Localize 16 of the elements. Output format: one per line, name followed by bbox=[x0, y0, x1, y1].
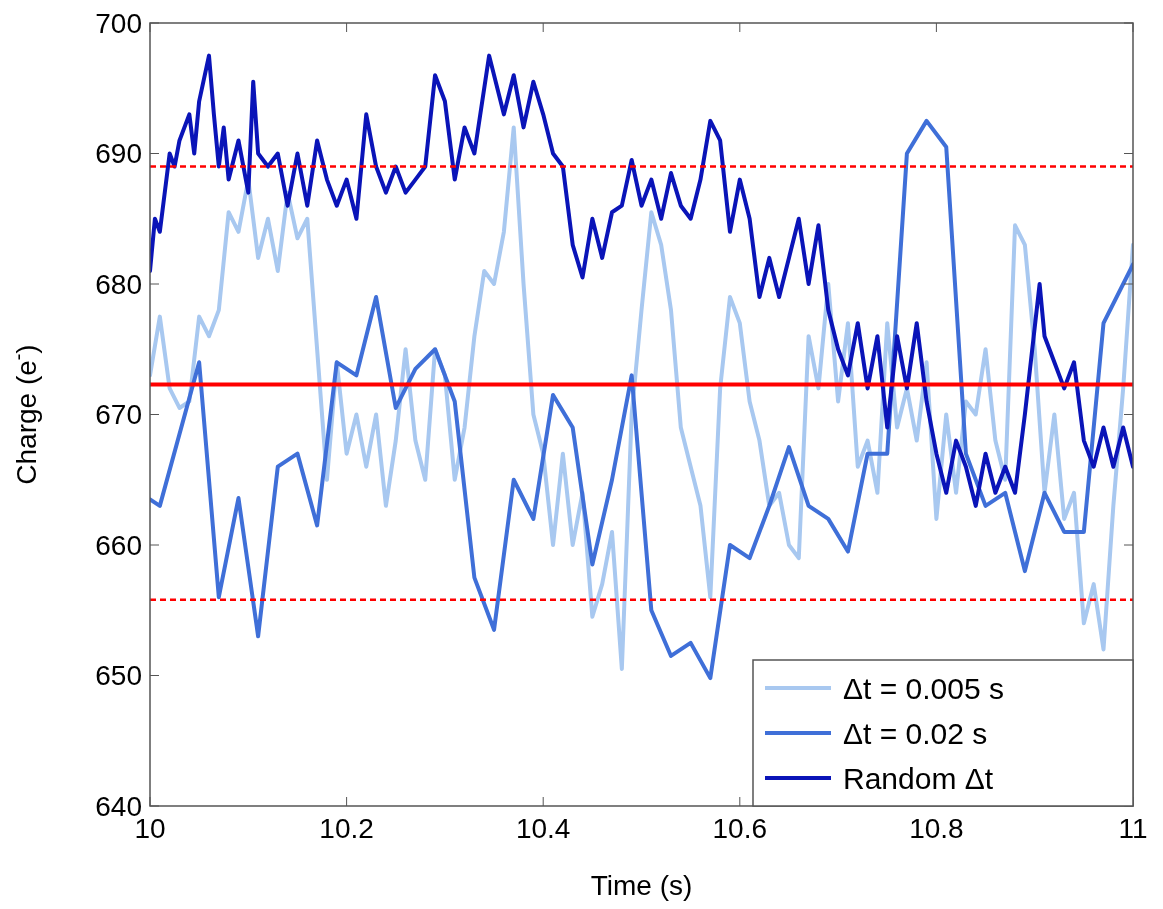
y-tick-label: 650 bbox=[95, 660, 142, 692]
x-tick-label: 11 bbox=[1118, 813, 1148, 844]
y-tick-label: 680 bbox=[95, 268, 142, 300]
y-tick-label: 670 bbox=[95, 399, 142, 431]
legend-label: Δt = 0.005 s bbox=[843, 671, 1004, 705]
x-tick-label: 10.6 bbox=[712, 813, 768, 844]
line-series bbox=[150, 53, 1133, 508]
y-tick-label: 700 bbox=[95, 7, 142, 39]
y-tick-label: 690 bbox=[95, 138, 142, 170]
x-axis-title: Time (s) bbox=[590, 870, 693, 901]
x-tick-label: 10.4 bbox=[515, 813, 571, 844]
y-tick-label: 660 bbox=[95, 529, 142, 561]
legend-label: Random Δt bbox=[843, 761, 994, 795]
legend-label: Δt = 0.02 s bbox=[843, 716, 988, 750]
x-tick-label: 10.2 bbox=[319, 813, 374, 844]
x-tick-label: 10.8 bbox=[909, 813, 964, 844]
